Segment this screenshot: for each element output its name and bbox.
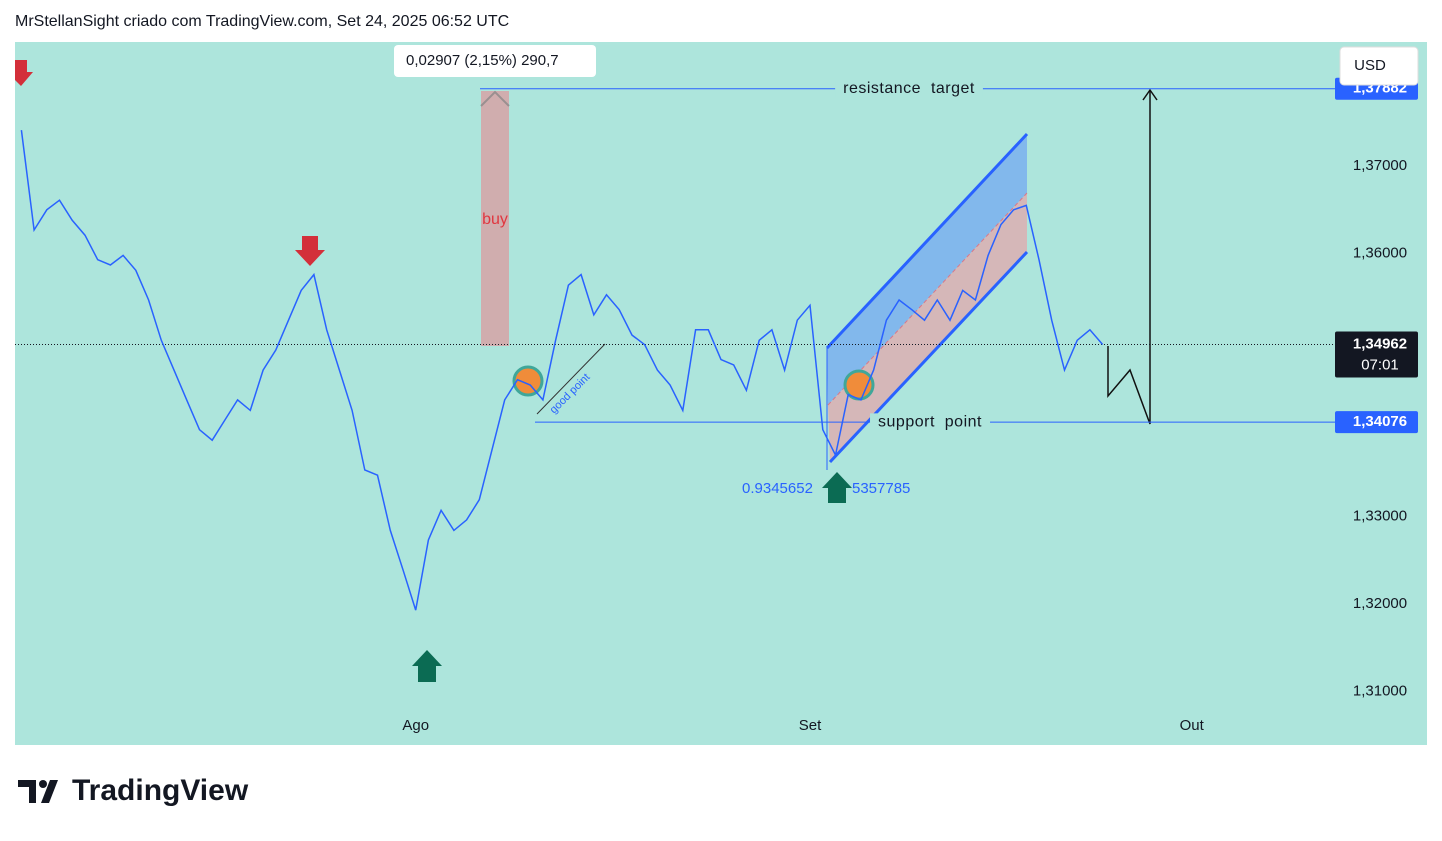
buy-arrow-up [412,650,442,682]
channel-bottom [828,250,1029,464]
measure-box [394,45,596,77]
annotation: 0.9345652 [742,480,813,497]
annotation: 5357785 [852,480,910,497]
good-point-line [536,343,606,415]
measure-text: 0,02907 (2,15%) 290,7 [406,52,559,69]
channel-upper [827,134,1027,405]
x-tick-label: Set [799,717,822,734]
currency-label: USD [1354,57,1386,74]
last-price-box [1335,331,1418,378]
plot: 1,37000 1,36000 1,33000 1,32000 1,31000 Ago Se… [15,77,1418,734]
price-label: 1,34076 [1353,413,1407,430]
buy-label: buy [482,211,508,228]
projection-arrow [1142,88,1158,101]
price-label-box [1335,411,1418,434]
buy-arrow-up [822,472,852,503]
price-line [20,130,1104,611]
chart-area [15,42,1427,745]
level-name-bg [835,79,983,98]
level-name: resistance target [843,80,975,97]
buy-arrow [480,90,510,107]
level-name: support point [878,413,982,430]
channel-lower [828,193,1027,462]
y-tick-label: 1,37000 [1353,157,1407,174]
channel-top [825,132,1029,350]
last-price-label: 1,34962 [1353,336,1407,353]
sell-arrow [15,60,33,86]
logo-text: TradingView [72,774,249,807]
currency-button[interactable] [1339,46,1419,86]
x-tick-label: Ago [402,717,429,734]
logo-icon [18,780,36,803]
projection [1107,91,1151,425]
x-tick-label: Out [1180,717,1205,734]
y-tick-label: 1,32000 [1353,595,1407,612]
drawings [15,60,1158,682]
level-name-bg [870,413,991,431]
countdown: 07:01 [1361,357,1399,374]
logo: TradingView [18,774,249,807]
sell-arrow [295,236,325,266]
y-tick-label: 1,31000 [1353,683,1407,700]
y-tick-label: 1,33000 [1353,507,1407,524]
logo-icon [39,780,47,788]
logo-icon [41,780,58,803]
buy-box [481,91,509,346]
marker [512,365,544,397]
y-tick-label: 1,36000 [1353,245,1407,262]
header: MrStellanSight criado com TradingView.co… [15,13,509,30]
